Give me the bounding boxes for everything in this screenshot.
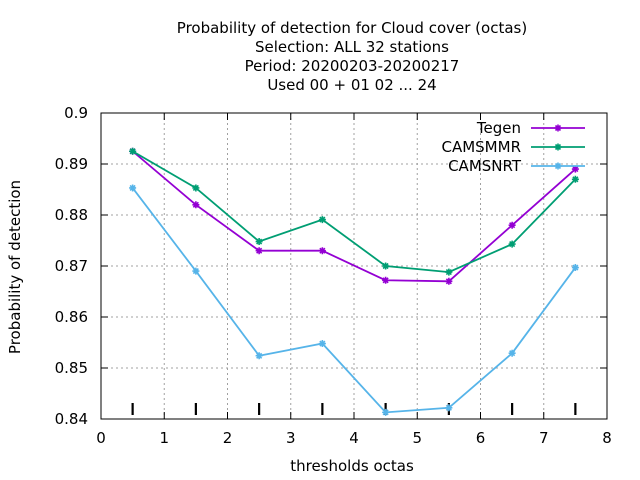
series-camsnrt: [129, 184, 579, 416]
title-line-3: Period: 20200203-20200217: [245, 57, 460, 75]
y-tick-label: 0.9: [64, 104, 88, 122]
data-point: [445, 268, 453, 276]
legend-marker: [554, 143, 562, 151]
plot-frame: [100, 112, 608, 420]
series-layer: [129, 147, 579, 416]
data-point: [255, 247, 263, 255]
x-tick-label: 8: [602, 429, 612, 447]
data-point: [382, 276, 390, 284]
data-point: [192, 184, 200, 192]
data-point: [508, 240, 516, 248]
data-point: [129, 184, 137, 192]
data-point: [571, 264, 579, 272]
data-point: [508, 221, 516, 229]
y-tick-label: 0.84: [55, 410, 88, 428]
data-point: [445, 277, 453, 285]
y-tick-label: 0.85: [55, 359, 88, 377]
data-point: [192, 201, 200, 209]
chart-title: Probability of detection for Cloud cover…: [177, 19, 527, 94]
data-point: [382, 408, 390, 416]
x-tick-label: 0: [96, 429, 106, 447]
series-line: [132, 150, 577, 274]
data-point: [571, 175, 579, 183]
x-tick-label: 4: [349, 429, 359, 447]
data-point: [129, 147, 137, 155]
x-tick-label: 5: [412, 429, 422, 447]
data-point: [255, 352, 263, 360]
y-tick-labels: 0.84 0.85 0.86 0.87 0.88 0.89 0.9: [55, 104, 88, 428]
data-point: [508, 349, 516, 357]
legend-label: CAMSNRT: [448, 157, 522, 175]
data-point: [382, 262, 390, 270]
series-line: [131, 187, 577, 414]
x-tick-label: 7: [539, 429, 549, 447]
data-point: [318, 216, 326, 224]
x-tick-label: 2: [223, 429, 233, 447]
x-tick-label: 6: [476, 429, 486, 447]
legend-marker: [554, 162, 562, 170]
x-tick-label: 1: [159, 429, 169, 447]
legend-entry-tegen: Tegen: [476, 119, 585, 137]
title-line-1: Probability of detection for Cloud cover…: [177, 19, 527, 37]
legend-entry-camsmmr: CAMSMMR: [441, 138, 585, 156]
y-tick-label: 0.87: [55, 257, 88, 275]
data-point: [318, 340, 326, 348]
y-axis-label: Probability of detection: [6, 180, 24, 354]
data-point: [192, 267, 200, 275]
title-line-2: Selection: ALL 32 stations: [255, 38, 449, 56]
y-tick-label: 0.89: [55, 155, 88, 173]
data-point: [255, 238, 263, 246]
legend-label: Tegen: [476, 119, 521, 137]
title-line-4: Used 00 + 01 02 ... 24: [267, 76, 436, 94]
legend-label: CAMSMMR: [441, 138, 521, 156]
series-line: [132, 150, 576, 283]
y-tick-label: 0.86: [55, 308, 88, 326]
data-point: [571, 165, 579, 173]
series-camsmmr: [129, 147, 579, 276]
y-tick-label: 0.88: [55, 206, 88, 224]
data-point: [318, 247, 326, 255]
x-tick-labels: 0 1 2 3 4 5 6 7 8: [96, 429, 612, 447]
data-point: [445, 404, 453, 412]
x-axis-label: thresholds octas: [290, 457, 414, 475]
x-tick-label: 3: [286, 429, 296, 447]
legend-entry-camsnrt: CAMSNRT: [448, 157, 585, 175]
sample-marks: [131, 403, 577, 415]
legend-marker: [554, 124, 562, 132]
